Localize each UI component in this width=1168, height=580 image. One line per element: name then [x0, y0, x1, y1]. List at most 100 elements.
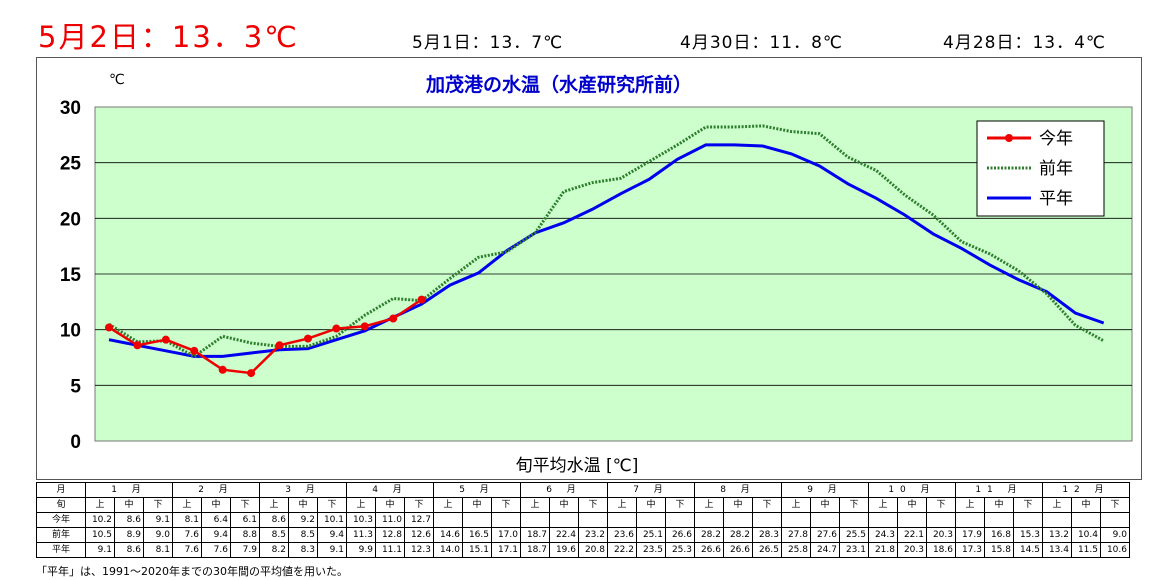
table-cell: 10.5 — [85, 527, 115, 543]
data-point-this-year — [247, 369, 256, 378]
data-point-this-year — [218, 365, 227, 374]
month-header: 2 月 — [172, 482, 260, 498]
table-cell: 16.8 — [984, 527, 1014, 543]
footnote: 「平年」は、1991～2020年までの30年間の平均値を用いた。 — [36, 565, 348, 578]
water-temperature-chart: 0 5 10 15 20 25 30 ℃ 加茂港の水温（水産研究所前） 旬平均水温 [℃] 今年前年… — [60, 72, 1133, 476]
table-cell: 15.1 — [462, 542, 492, 558]
jun-header: 中 — [288, 497, 318, 513]
table-cell: 12.6 — [404, 527, 434, 543]
table-cell: 9.2 — [288, 512, 318, 528]
table-cell — [549, 512, 579, 528]
jun-header: 下 — [491, 497, 521, 513]
table-cell: 11.1 — [375, 542, 405, 558]
data-point-this-year — [161, 335, 170, 344]
table-cell: 10.1 — [317, 512, 347, 528]
table-row: 今年 10.2 8.6 9.1 8.1 6.4 6.1 8.6 9.2 10.1 10.3 11.0 1… — [36, 512, 1130, 528]
table-cell — [897, 512, 927, 528]
table-cell: 8.5 — [259, 527, 289, 543]
jun-header: 上 — [694, 497, 724, 513]
legend-normal-label: 平年 — [1039, 189, 1073, 209]
table-cell: 25.1 — [636, 527, 666, 543]
table-cell: 6.4 — [201, 512, 231, 528]
table-cell: 12.7 — [404, 512, 434, 528]
table-cell: 20.8 — [578, 542, 608, 558]
chart-title: 加茂港の水温（水産研究所前） — [425, 73, 692, 96]
data-point-this-year — [303, 334, 312, 343]
table-cell: 21.8 — [868, 542, 898, 558]
table-cell: 15.8 — [984, 542, 1014, 558]
table-cell: 9.4 — [201, 527, 231, 543]
table-cell — [984, 512, 1014, 528]
table-cell: 8.2 — [259, 542, 289, 558]
month-header: 8 月 — [694, 482, 782, 498]
table-cell: 8.6 — [259, 512, 289, 528]
table-cell — [694, 512, 724, 528]
jun-header-row: 旬上中下上中下上中下上中下上中下上中下上中下上中下上中下上中下上中下上中下 — [36, 497, 1130, 513]
jun-header: 中 — [549, 497, 579, 513]
jun-header: 下 — [317, 497, 347, 513]
table-cell — [839, 512, 869, 528]
table-cell: 22.2 — [607, 542, 637, 558]
jun-header: 中 — [375, 497, 405, 513]
table-cell — [1013, 512, 1043, 528]
table-cell: 14.5 — [1013, 542, 1043, 558]
jun-header: 中 — [114, 497, 144, 513]
table-cell: 26.6 — [665, 527, 695, 543]
two-days-ago-temperature: 4月30日：11．8℃ — [680, 33, 843, 53]
y-tick-label: 0 — [70, 432, 81, 453]
legend-this-year-marker — [1005, 134, 1013, 142]
table-cell: 23.2 — [578, 527, 608, 543]
table-cell — [578, 512, 608, 528]
legend-previous-year-label: 前年 — [1039, 159, 1073, 179]
table-row: 平年 9.1 8.6 8.1 7.6 7.6 7.9 8.2 8.3 9.1 9.9 11.1 12.3… — [36, 542, 1130, 558]
table-cell — [665, 512, 695, 528]
table-cell: 23.1 — [839, 542, 869, 558]
table-cell — [810, 512, 840, 528]
table-cell: 26.6 — [723, 542, 753, 558]
table-cell: 17.3 — [955, 542, 985, 558]
table-cell: 17.1 — [491, 542, 521, 558]
table-cell: 11.5 — [1071, 542, 1101, 558]
table-cell — [1071, 512, 1101, 528]
series-line-previous-year — [108, 124, 1105, 359]
table-cell: 12.3 — [404, 542, 434, 558]
data-point-this-year — [190, 346, 199, 355]
table-cell: 8.3 — [288, 542, 318, 558]
table-cell — [462, 512, 492, 528]
table-cell: 19.6 — [549, 542, 579, 558]
table-cell: 17.0 — [491, 527, 521, 543]
earlier-day-temperature: 4月28日：13．4℃ — [943, 33, 1106, 53]
jun-header: 中 — [201, 497, 231, 513]
series-line-this-year — [108, 298, 423, 375]
table-cell: 7.6 — [172, 527, 202, 543]
table-cell: 9.9 — [346, 542, 376, 558]
data-point-this-year — [133, 341, 142, 350]
month-header: 11 月 — [955, 482, 1043, 498]
jun-header: 下 — [1013, 497, 1043, 513]
jun-header: 上 — [607, 497, 637, 513]
table-cell: 27.6 — [810, 527, 840, 543]
today-temperature: 5月2日：13．3℃ — [38, 20, 299, 54]
table-cell — [1100, 512, 1130, 528]
table-cell: 18.7 — [520, 527, 550, 543]
table-cell: 13.2 — [1042, 527, 1072, 543]
table-cell — [723, 512, 753, 528]
jun-header: 中 — [1071, 497, 1101, 513]
table-cell — [868, 512, 898, 528]
y-tick-label: 10 — [60, 321, 81, 342]
jun-header: 上 — [346, 497, 376, 513]
legend-this-year-label: 今年 — [1039, 129, 1073, 149]
row-label: 平年 — [36, 542, 86, 558]
table-cell: 10.4 — [1071, 527, 1101, 543]
jun-header: 上 — [259, 497, 289, 513]
table-cell: 12.8 — [375, 527, 405, 543]
table-cell: 8.1 — [143, 542, 173, 558]
table-cell: 8.8 — [230, 527, 260, 543]
table-cell — [781, 512, 811, 528]
table-cell: 9.1 — [143, 512, 173, 528]
y-tick-label: 5 — [70, 376, 81, 397]
table-cell: 22.4 — [549, 527, 579, 543]
table-cell: 9.1 — [85, 542, 115, 558]
